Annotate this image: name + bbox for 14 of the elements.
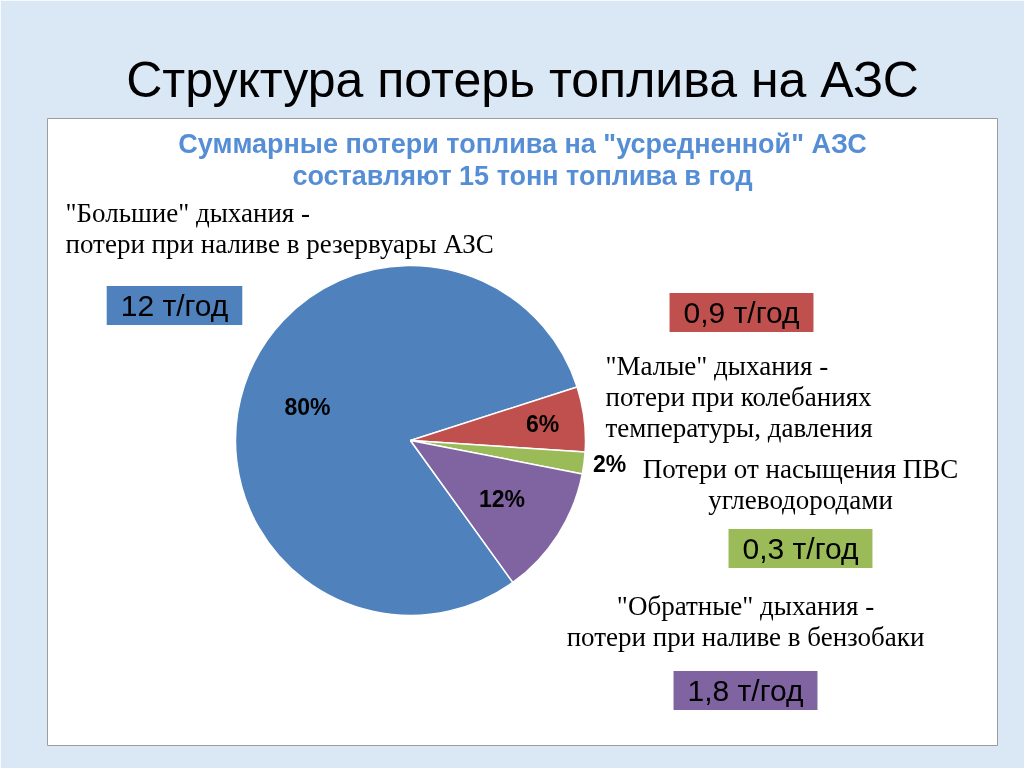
text: 1,8 т/год	[687, 674, 804, 707]
slice-label: "Обратные" дыхания - потери при наливе в бензобаки	[566, 590, 925, 652]
chart-title: Структура потерь топлива на АЗС	[126, 51, 919, 108]
slice-label: "Большие" дыхания - потери при наливе в резервуары АЗС	[65, 197, 494, 259]
data-label: 6%	[525, 411, 560, 438]
data-label: 12%	[478, 485, 525, 512]
text: 0,9 т/год	[683, 296, 800, 329]
data-label: 80%	[284, 393, 331, 420]
slice-label: Потери от насыщения ПВС углеводородами	[642, 453, 959, 515]
text: 12 т/год	[120, 289, 229, 322]
text: 0,3 т/год	[742, 532, 859, 565]
data-label: 2%	[592, 451, 627, 478]
chart-subtitle: Суммарные потери топлива на "усредненной" АЗС составляют 15 тонн топлива в год	[178, 128, 867, 191]
slice-label: "Малые" дыхания - потери при колебаниях температуры, давления	[605, 350, 873, 443]
